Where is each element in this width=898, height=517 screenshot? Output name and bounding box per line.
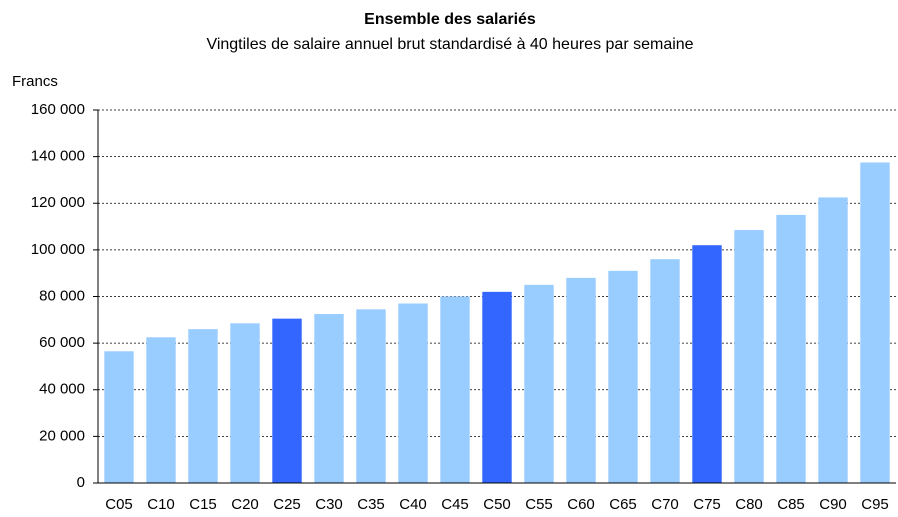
bar (692, 245, 722, 483)
chart-subtitle: Vingtiles de salaire annuel brut standar… (206, 36, 693, 53)
x-tick-label: C25 (273, 496, 301, 513)
bar (398, 303, 428, 483)
x-tick-label: C05 (105, 496, 133, 513)
bar (818, 197, 848, 483)
x-tick-label: C10 (147, 496, 175, 513)
bar (608, 270, 638, 483)
x-tick-label: C70 (651, 496, 679, 513)
bar (356, 309, 386, 483)
bar (482, 291, 512, 483)
bar (146, 337, 176, 483)
y-tick-label: 140 000 (31, 148, 85, 165)
x-tick-label: C50 (483, 496, 511, 513)
x-tick-label: C80 (735, 496, 763, 513)
x-tick-label: C55 (525, 496, 553, 513)
x-tick-label: C75 (693, 496, 721, 513)
x-tick-label: C65 (609, 496, 637, 513)
y-tick-label: 80 000 (39, 287, 85, 304)
y-tick-label: 0 (77, 474, 85, 491)
y-tick-label: 120 000 (31, 194, 85, 211)
x-tick-label: C15 (189, 496, 217, 513)
x-tick-label: C60 (567, 496, 595, 513)
y-axis-label: Francs (12, 73, 58, 90)
y-tick-label: 100 000 (31, 241, 85, 258)
bar (188, 329, 218, 483)
y-tick-label: 20 000 (39, 427, 85, 444)
y-tick-label: 160 000 (31, 101, 85, 118)
bar (104, 351, 134, 483)
bar (776, 214, 806, 483)
bar (272, 318, 302, 483)
x-tick-label: C30 (315, 496, 343, 513)
y-tick-label: 40 000 (39, 381, 85, 398)
x-tick-label: C35 (357, 496, 385, 513)
x-tick-label: C90 (819, 496, 847, 513)
bar (524, 284, 554, 483)
bar (230, 323, 260, 483)
x-tick-label: C45 (441, 496, 469, 513)
chart-title: Ensemble des salariés (364, 11, 536, 28)
y-tick-label: 60 000 (39, 334, 85, 351)
bar (566, 277, 596, 483)
bar (860, 162, 890, 483)
bar (314, 313, 344, 483)
x-tick-label: C95 (861, 496, 889, 513)
bar (734, 230, 764, 483)
bar (650, 259, 680, 483)
x-tick-label: C40 (399, 496, 427, 513)
x-tick-label: C85 (777, 496, 805, 513)
bar (440, 296, 470, 483)
x-tick-label: C20 (231, 496, 259, 513)
